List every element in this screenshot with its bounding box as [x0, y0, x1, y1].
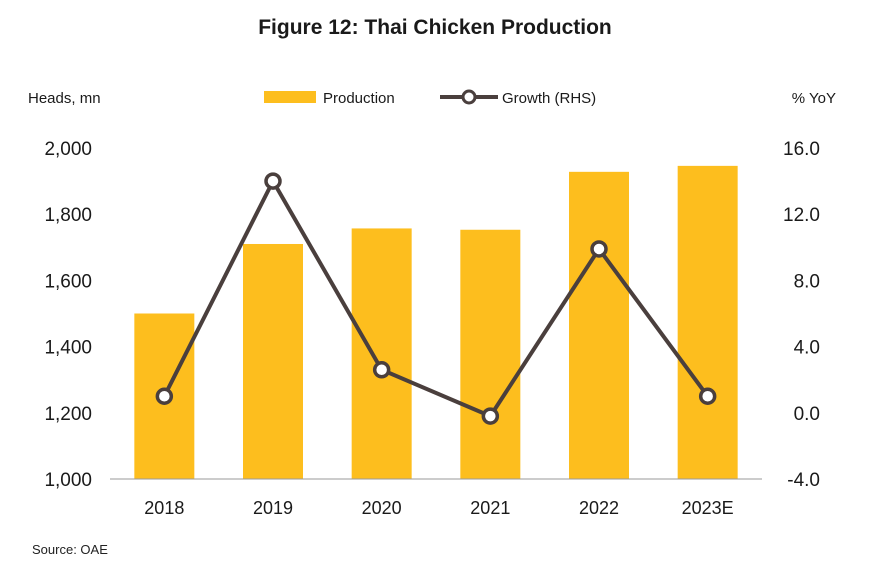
y2-tick-label: 12.0 — [783, 205, 820, 226]
legend-label-production: Production — [323, 90, 395, 107]
bar-production — [677, 165, 738, 479]
growth-point — [698, 387, 717, 405]
y2-tick-label: 4.0 — [794, 338, 820, 359]
y2-tick-label: 16.0 — [783, 139, 820, 160]
growth-point — [372, 361, 391, 379]
legend-label-growth: Growth (RHS) — [502, 90, 596, 107]
y-tick-label: 1,000 — [44, 470, 92, 491]
source-note: Source: OAE — [32, 542, 108, 557]
growth-point — [481, 407, 500, 425]
x-tick-label: 2023E — [682, 498, 734, 518]
growth-point — [264, 172, 282, 190]
y-axis-label: Heads, mn — [28, 90, 101, 107]
chart-title: Figure 12: Thai Chicken Production — [258, 16, 612, 39]
growth-point — [155, 387, 174, 405]
y-tick-label: 1,800 — [44, 205, 92, 226]
bar-production — [460, 229, 521, 479]
growth-point — [590, 240, 608, 258]
y-tick-label: 2,000 — [44, 139, 92, 160]
y2-tick-label: 0.0 — [794, 404, 820, 425]
bar-production — [243, 243, 303, 479]
x-tick-label: 2018 — [144, 498, 184, 518]
y-tick-label: 1,200 — [44, 404, 92, 425]
legend-swatch-growth-marker — [461, 89, 477, 105]
growth-line-series — [155, 172, 717, 425]
y-tick-label: 1,400 — [44, 338, 92, 359]
growth-line — [162, 179, 710, 419]
y2-axis-label: % YoY — [792, 90, 836, 107]
x-tick-label: 2021 — [470, 498, 510, 518]
x-tick-label: 2019 — [253, 498, 293, 518]
legend-swatch-production — [264, 91, 316, 103]
x-tick-label: 2022 — [579, 498, 619, 518]
x-axis-ticks: 2018 2019 2020 2021 2022 2023E — [144, 498, 733, 518]
bar-production — [351, 228, 412, 479]
bar-production — [569, 171, 629, 479]
x-tick-label: 2020 — [362, 498, 402, 518]
y2-tick-label: 8.0 — [794, 271, 820, 292]
chart: Heads, mn % YoY Production Growth (RHS) … — [28, 89, 836, 518]
legend: Production Growth (RHS) — [264, 89, 596, 107]
y2-tick-label: -4.0 — [787, 470, 820, 491]
y-axis-ticks: 1,000 1,200 1,400 1,600 1,800 2,000 — [44, 139, 92, 491]
production-bars — [134, 165, 738, 479]
y2-axis-ticks: -4.0 0.0 4.0 8.0 12.0 16.0 — [783, 139, 820, 491]
y-tick-label: 1,600 — [44, 271, 92, 292]
